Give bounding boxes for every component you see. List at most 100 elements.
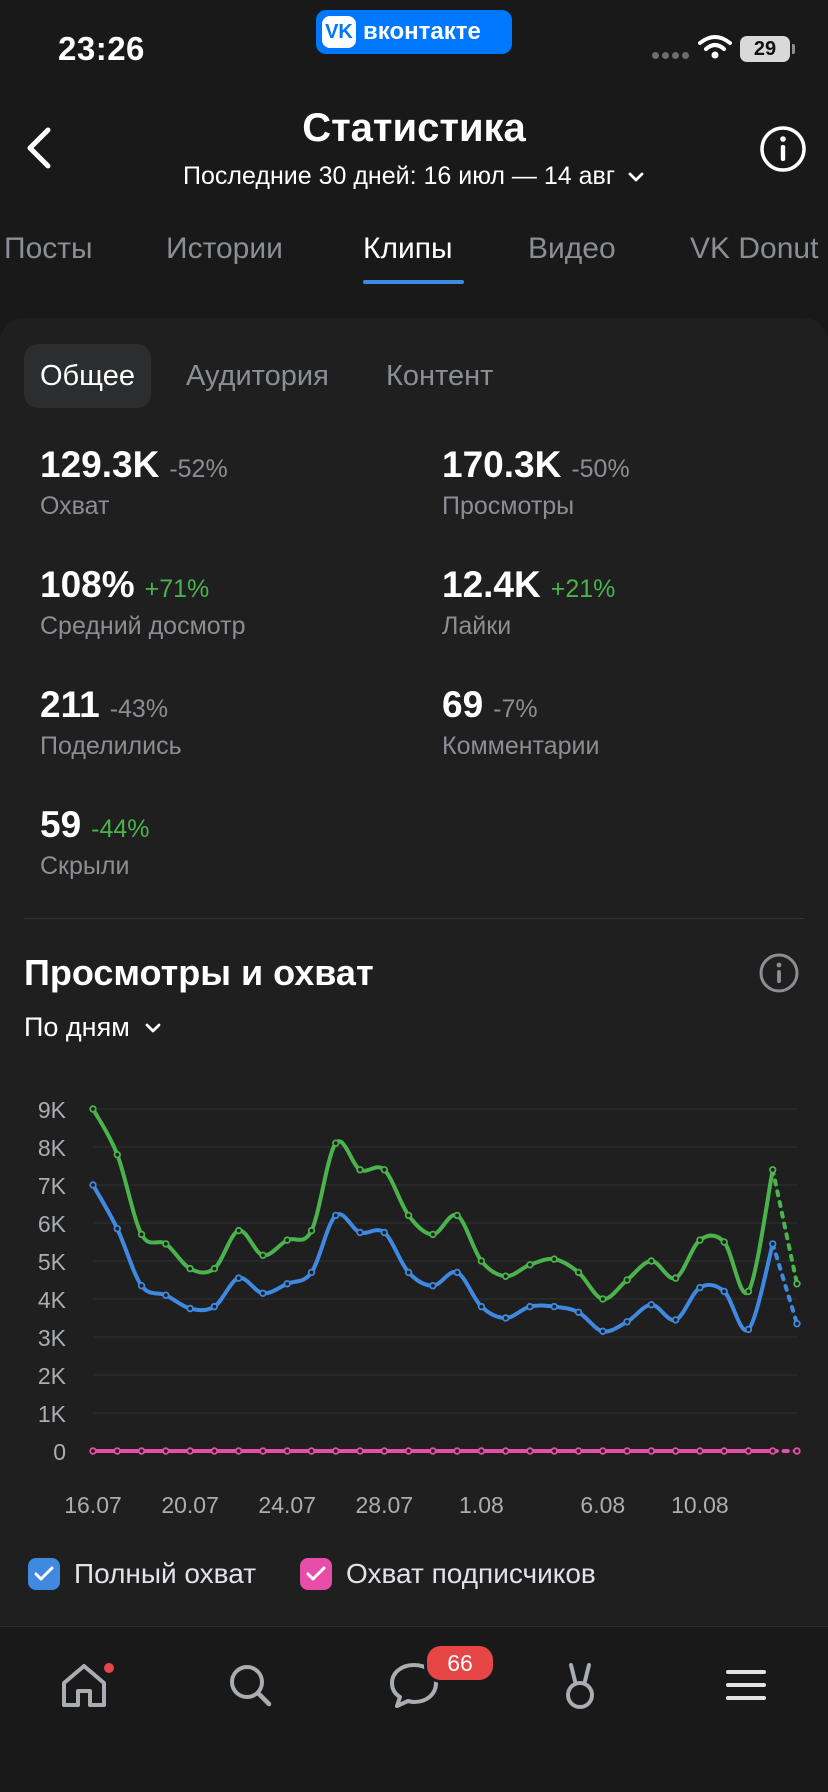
metric-label: Просмотры — [442, 492, 575, 520]
stats-tabs: Посты Истории Клипы Видео VK Donut — [0, 226, 828, 290]
nav-home[interactable] — [54, 1655, 114, 1715]
data-point-green — [501, 1272, 510, 1280]
data-point-pink — [259, 1447, 267, 1455]
data-point-blue — [550, 1302, 558, 1311]
data-point-green — [234, 1226, 243, 1235]
views-reach-chart: 0 1K 2K 3K 4K 5K 6K 7K 8K 9K 16.07 20.07 24.07 28.07 1… — [38, 1097, 801, 1518]
data-point-blue — [696, 1283, 704, 1292]
bottom-nav: 66 — [0, 1626, 828, 1792]
data-point-pink — [356, 1447, 364, 1455]
nav-search[interactable] — [220, 1655, 280, 1715]
data-point-green — [671, 1274, 680, 1282]
vk-app-pill[interactable]: VK вконтакте — [316, 10, 512, 54]
x-tick-label: 6.08 — [580, 1492, 625, 1518]
data-point-pink — [453, 1447, 461, 1455]
data-point-green — [186, 1264, 194, 1273]
data-point-pink — [696, 1447, 704, 1455]
data-point-green — [113, 1150, 121, 1159]
series-line-blue — [91, 1183, 775, 1334]
y-tick-label: 7K — [38, 1173, 67, 1199]
data-point-green — [623, 1276, 631, 1284]
tab-clips[interactable]: Клипы — [363, 232, 453, 265]
tab-vk-donut[interactable]: VK Donut — [690, 232, 819, 265]
segment-audience[interactable]: Аудитория — [186, 360, 329, 392]
data-point-blue — [744, 1325, 753, 1334]
data-point-pink — [307, 1447, 316, 1455]
data-point-blue — [526, 1302, 534, 1311]
data-point-green — [332, 1139, 340, 1147]
grouping-selector[interactable]: По дням — [24, 1012, 162, 1043]
data-point-pink — [210, 1447, 219, 1455]
battery-icon: 29 — [740, 36, 795, 62]
x-tick-label: 20.07 — [161, 1492, 219, 1518]
x-tick-label: 10.08 — [671, 1492, 729, 1518]
nav-messages[interactable]: 66 — [384, 1643, 496, 1715]
data-point-pink — [380, 1447, 389, 1455]
metric-label: Средний досмотр — [40, 612, 246, 640]
vk-app-pill-label: вконтакте — [363, 18, 481, 45]
metric-delta: +21% — [550, 575, 616, 603]
data-point-pink — [769, 1447, 777, 1455]
nav-menu[interactable] — [716, 1655, 776, 1715]
legend-subscribers-reach[interactable]: Охват подписчиков — [300, 1558, 596, 1590]
data-point-pink — [744, 1447, 753, 1455]
metric-delta: -7% — [493, 695, 538, 723]
data-point-pink — [162, 1447, 170, 1455]
y-tick-label: 4K — [38, 1287, 67, 1313]
segment-overview[interactable]: Общее — [24, 344, 151, 408]
x-tick-label: 24.07 — [258, 1492, 316, 1518]
y-tick-label: 6K — [38, 1211, 67, 1237]
grouping-label: По дням — [24, 1012, 130, 1042]
metric-views: 170.3K -50% Просмотры — [442, 444, 630, 521]
legend-full-reach[interactable]: Полный охват — [28, 1558, 256, 1590]
data-point-pink — [429, 1447, 437, 1455]
chart-title: Просмотры и охват — [24, 952, 374, 993]
data-point-pink — [477, 1447, 486, 1455]
info-icon[interactable] — [758, 124, 808, 174]
data-point-blue — [210, 1302, 219, 1311]
data-point-pink — [186, 1447, 194, 1455]
data-point-green — [356, 1166, 364, 1174]
checkbox-subscribers-reach[interactable] — [300, 1558, 332, 1590]
data-point-blue — [501, 1314, 510, 1322]
data-point-green — [210, 1264, 219, 1273]
data-point-green — [307, 1226, 316, 1235]
metric-value: 59 — [40, 804, 82, 845]
data-point-pink — [332, 1447, 340, 1455]
metric-value: 12.4K — [442, 564, 541, 605]
series-line-green — [91, 1107, 775, 1301]
checkbox-full-reach[interactable] — [28, 1558, 60, 1590]
data-point-green — [599, 1295, 607, 1303]
data-point-blue — [113, 1224, 121, 1233]
chart-info-icon[interactable] — [758, 952, 800, 994]
chevron-down-icon — [628, 172, 644, 181]
metric-delta: -50% — [571, 455, 630, 483]
menu-icon — [726, 1670, 766, 1700]
data-point-pink — [550, 1447, 558, 1455]
data-point-blue — [162, 1291, 170, 1299]
tab-posts[interactable]: Посты — [4, 232, 93, 265]
data-point-blue — [574, 1308, 583, 1316]
metric-delta: -44% — [91, 815, 150, 843]
data-point-blue — [89, 1181, 97, 1189]
nav-clips[interactable] — [550, 1655, 610, 1715]
data-point-green — [380, 1166, 389, 1174]
active-tab-indicator — [363, 280, 464, 284]
legend-label: Охват подписчиков — [346, 1558, 596, 1589]
data-point-green — [162, 1240, 170, 1248]
data-point-blue — [380, 1228, 389, 1237]
segment-content[interactable]: Контент — [386, 360, 494, 392]
tab-stories[interactable]: Истории — [166, 232, 283, 265]
period-selector[interactable]: Последние 30 дней: 16 июл — 14 авг — [0, 162, 828, 191]
metric-value: 211 — [40, 684, 100, 725]
back-icon[interactable] — [20, 120, 60, 176]
data-point-blue — [429, 1281, 437, 1290]
data-point-blue — [404, 1268, 413, 1277]
tab-video[interactable]: Видео — [528, 232, 616, 265]
data-point-blue — [234, 1274, 243, 1282]
x-tick-label: 28.07 — [356, 1492, 414, 1518]
data-point-green — [720, 1238, 728, 1246]
data-point-blue — [671, 1316, 680, 1324]
data-point-green — [793, 1280, 801, 1288]
data-point-pink — [720, 1447, 728, 1455]
